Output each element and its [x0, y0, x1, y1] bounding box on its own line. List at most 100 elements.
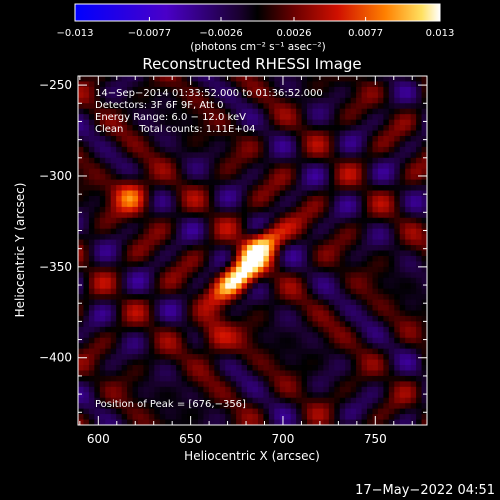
- heatmap-cell: [241, 397, 248, 404]
- heatmap-cell: [230, 326, 237, 333]
- heatmap-cell: [279, 114, 286, 121]
- heatmap-cell: [99, 81, 106, 88]
- heatmap-cell: [296, 414, 302, 420]
- heatmap-cell: [236, 157, 242, 164]
- heatmap-cell: [383, 86, 390, 93]
- heatmap-cell: [285, 228, 292, 235]
- heatmap-cell: [208, 152, 215, 159]
- heatmap-cell: [388, 386, 395, 393]
- heatmap-cell: [334, 359, 341, 366]
- heatmap-cell: [137, 375, 144, 382]
- heatmap-cell: [377, 255, 384, 262]
- heatmap-cell: [410, 114, 417, 121]
- heatmap-cell: [105, 125, 112, 131]
- heatmap-cell: [143, 125, 150, 131]
- heatmap-cell: [170, 272, 177, 279]
- heatmap-cell: [399, 108, 406, 115]
- heatmap-cell: [317, 108, 324, 115]
- heatmap-cell: [137, 163, 144, 170]
- heatmap-cell: [192, 370, 199, 377]
- heatmap-cell: [263, 348, 270, 355]
- heatmap-cell: [296, 146, 302, 153]
- heatmap-cell: [410, 288, 417, 295]
- heatmap-cell: [247, 152, 253, 159]
- heatmap-cell: [361, 81, 368, 88]
- heatmap-cell: [285, 261, 292, 268]
- heatmap-cell: [399, 130, 406, 137]
- heatmap-cell: [301, 179, 308, 186]
- heatmap-cell: [356, 135, 362, 142]
- heatmap-cell: [421, 250, 427, 257]
- heatmap-cell: [301, 174, 308, 181]
- heatmap-cell: [203, 223, 210, 230]
- heatmap-cell: [257, 174, 264, 181]
- heatmap-cell: [388, 201, 395, 208]
- heatmap-cell: [127, 250, 133, 257]
- heatmap-cell: [345, 386, 352, 393]
- heatmap-cell: [367, 272, 373, 279]
- heatmap-cell: [350, 343, 357, 350]
- heatmap-cell: [241, 332, 248, 339]
- heatmap-cell: [181, 375, 188, 382]
- heatmap-cell: [312, 277, 319, 284]
- heatmap-cell: [132, 321, 139, 328]
- heatmap-cell: [116, 414, 123, 420]
- heatmap-cell: [279, 326, 286, 333]
- heatmap-cell: [78, 305, 84, 311]
- heatmap-cell: [247, 86, 253, 93]
- heatmap-cell: [312, 392, 319, 399]
- heatmap-cell: [268, 288, 275, 295]
- heatmap-cell: [257, 245, 264, 251]
- heatmap-cell: [361, 414, 368, 420]
- heatmap-cell: [296, 163, 302, 170]
- heatmap-cell: [170, 294, 177, 300]
- heatmap-cell: [241, 212, 248, 219]
- heatmap-cell: [219, 375, 226, 382]
- heatmap-cell: [230, 299, 237, 306]
- heatmap-cell: [312, 81, 319, 88]
- heatmap-cell: [367, 403, 373, 410]
- heatmap-cell: [148, 81, 155, 88]
- heatmap-cell: [137, 234, 144, 240]
- heatmap-cell: [192, 321, 199, 328]
- heatmap-cell: [290, 305, 297, 311]
- heatmap-cell: [345, 337, 352, 344]
- heatmap-cell: [367, 414, 373, 420]
- heatmap-cell: [274, 157, 281, 164]
- heatmap-cell: [345, 92, 352, 99]
- heatmap-cell: [268, 419, 275, 425]
- heatmap-cell: [230, 86, 237, 93]
- heatmap-cell: [143, 310, 150, 317]
- heatmap-cell: [410, 337, 417, 344]
- heatmap-cell: [148, 397, 155, 404]
- heatmap-cell: [285, 419, 292, 425]
- heatmap-cell: [263, 168, 270, 175]
- heatmap-cell: [225, 239, 232, 246]
- heatmap-cell: [388, 130, 395, 137]
- heatmap-cell: [421, 228, 427, 235]
- heatmap-cell: [203, 359, 210, 366]
- heatmap-cell: [165, 141, 172, 148]
- heatmap-cell: [323, 179, 330, 186]
- heatmap-cell: [339, 283, 346, 290]
- heatmap-cell: [317, 239, 324, 246]
- heatmap-cell: [154, 130, 161, 137]
- heatmap-cell: [214, 299, 221, 306]
- heatmap-cell: [214, 272, 221, 279]
- heatmap-cell: [181, 381, 188, 388]
- heatmap-cell: [410, 201, 417, 208]
- x-axis: 600 650 700 750: [79, 76, 413, 446]
- heatmap-cell: [105, 114, 112, 121]
- heatmap-cell: [388, 294, 395, 300]
- heatmap-cell: [154, 201, 161, 208]
- heatmap-cell: [345, 354, 352, 360]
- heatmap-cell: [230, 375, 237, 382]
- heatmap-cell: [241, 261, 248, 268]
- heatmap-cell: [323, 141, 330, 148]
- heatmap-cell: [99, 277, 106, 284]
- heatmap-cell: [181, 255, 188, 262]
- heatmap-cell: [143, 250, 150, 257]
- heatmap-cell: [307, 157, 313, 164]
- heatmap-cell: [236, 146, 242, 153]
- heatmap-cell: [165, 354, 172, 360]
